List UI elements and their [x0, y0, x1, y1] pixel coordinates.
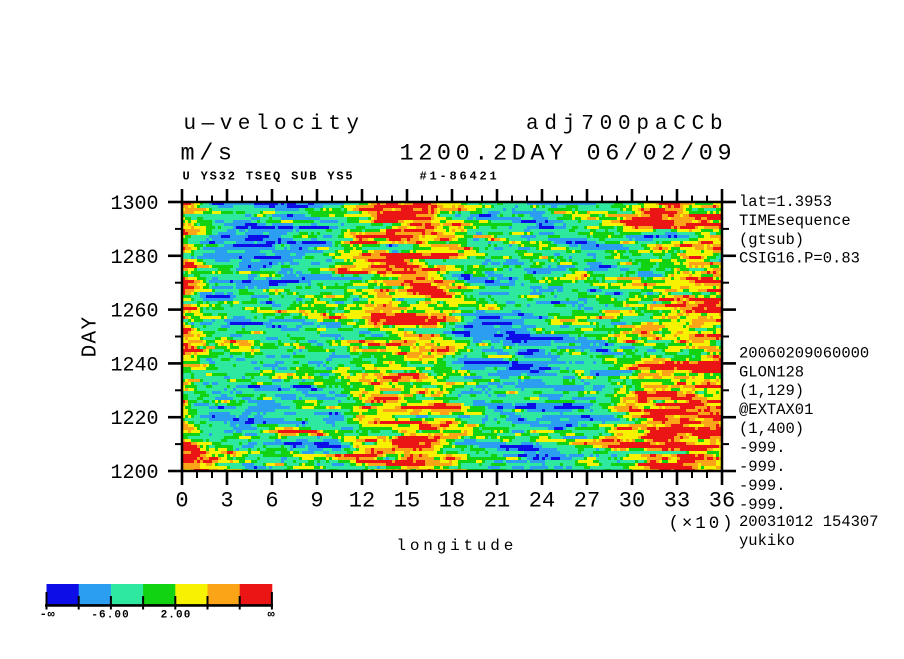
svg-text:-999.: -999.	[739, 496, 786, 514]
svg-text:15: 15	[394, 489, 420, 514]
svg-text:yukiko: yukiko	[739, 532, 795, 550]
svg-text:#1-86421: #1-86421	[420, 170, 500, 184]
svg-text:-999.: -999.	[739, 439, 786, 457]
svg-text:(1,129): (1,129)	[739, 382, 804, 400]
svg-text:CSIG16.P=0.83: CSIG16.P=0.83	[739, 250, 860, 268]
svg-text:-6.00: -6.00	[91, 610, 130, 622]
svg-text:-∞: -∞	[40, 608, 56, 622]
svg-text:@EXTAX01: @EXTAX01	[739, 401, 813, 419]
svg-text:24: 24	[529, 489, 555, 514]
svg-text:33: 33	[664, 489, 690, 514]
svg-text:3: 3	[220, 489, 233, 514]
svg-text:u—velocity: u—velocity	[184, 113, 365, 136]
svg-text:lat=1.3953: lat=1.3953	[739, 193, 832, 211]
svg-text:36: 36	[709, 489, 735, 514]
svg-text:2.00: 2.00	[161, 610, 192, 622]
svg-text:1280: 1280	[110, 247, 158, 270]
svg-text:1220: 1220	[110, 408, 158, 431]
svg-text:21: 21	[484, 489, 510, 514]
svg-text:1300: 1300	[110, 193, 158, 216]
svg-text:12: 12	[349, 489, 375, 514]
svg-text:18: 18	[439, 489, 465, 514]
svg-text:27: 27	[574, 489, 600, 514]
svg-text:1200: 1200	[110, 462, 158, 485]
svg-text:-999.: -999.	[739, 477, 786, 495]
svg-text:1240: 1240	[110, 354, 158, 377]
svg-text:(×10): (×10)	[669, 514, 736, 534]
svg-text:-999.: -999.	[739, 458, 786, 476]
svg-text:6: 6	[265, 489, 278, 514]
svg-text:U YS32 TSEQ SUB YS5: U YS32 TSEQ SUB YS5	[183, 170, 355, 184]
svg-text:m/s: m/s	[181, 141, 237, 168]
svg-text:30: 30	[619, 489, 645, 514]
svg-text:(1,400): (1,400)	[739, 420, 804, 438]
svg-text:adj700paCCb: adj700paCCb	[526, 113, 728, 136]
svg-text:9: 9	[310, 489, 323, 514]
svg-text:1260: 1260	[110, 301, 158, 324]
svg-text:GLON128: GLON128	[739, 363, 804, 381]
svg-text:TIMEsequence: TIMEsequence	[739, 212, 851, 230]
svg-text:longitude: longitude	[397, 537, 518, 555]
svg-text:1200.2DAY 06/02/09: 1200.2DAY 06/02/09	[400, 141, 737, 168]
svg-text:DAY: DAY	[80, 316, 103, 358]
svg-text:(gtsub): (gtsub)	[739, 231, 804, 249]
svg-text:20060209060000: 20060209060000	[739, 344, 869, 362]
svg-text:0: 0	[175, 489, 188, 514]
svg-text:∞: ∞	[268, 608, 276, 622]
svg-text:20031012 154307: 20031012 154307	[739, 513, 879, 531]
